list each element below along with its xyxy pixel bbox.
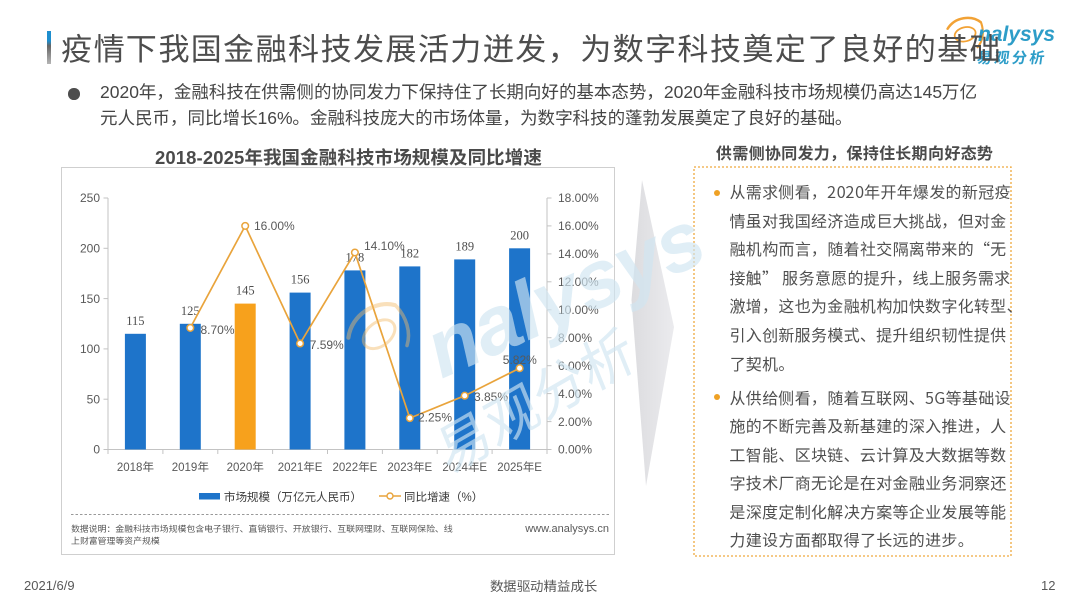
svg-text:同比增速（%）: 同比增速（%） [404,490,483,504]
svg-text:2021年E: 2021年E [278,461,323,474]
svg-text:10.00%: 10.00% [558,303,599,317]
svg-text:数据说明：金融科技市场规模包含电子银行、直销银行、开放银行、: 数据说明：金融科技市场规模包含电子银行、直销银行、开放银行、互联网理财、互联网保… [71,524,453,534]
svg-text:18.00%: 18.00% [558,191,599,205]
svg-text:2024年E: 2024年E [442,461,487,474]
svg-text:2023年E: 2023年E [387,461,432,474]
svg-text:145: 145 [236,284,255,298]
svg-text:250: 250 [80,191,100,205]
svg-text:182: 182 [400,246,419,260]
svg-text:50: 50 [87,392,101,406]
svg-text:16.00%: 16.00% [558,219,599,233]
svg-text:125: 125 [181,304,200,318]
svg-text:2.00%: 2.00% [558,415,592,429]
svg-text:200: 200 [510,228,529,242]
svg-text:0.00%: 0.00% [558,443,592,457]
svg-text:115: 115 [126,314,144,328]
svg-text:市场规模（万亿元人民币）: 市场规模（万亿元人民币） [224,491,362,504]
svg-text:14.00%: 14.00% [558,247,599,261]
svg-text:150: 150 [80,292,100,306]
svg-text:8.00%: 8.00% [558,331,592,345]
svg-text:2019年: 2019年 [172,461,210,474]
svg-text:8.70%: 8.70% [201,323,235,337]
svg-text:14.10%: 14.10% [364,239,405,253]
svg-text:200: 200 [80,242,100,256]
svg-text:0: 0 [93,443,100,457]
svg-text:5.82%: 5.82% [503,353,537,367]
svg-text:2025年E: 2025年E [497,461,542,474]
svg-text:12.00%: 12.00% [558,275,599,289]
svg-text:www.analysys.cn: www.analysys.cn [524,523,609,535]
svg-text:6.00%: 6.00% [558,359,592,373]
svg-text:4.00%: 4.00% [558,387,592,401]
svg-text:2020年: 2020年 [227,461,265,474]
svg-text:2022年E: 2022年E [333,461,378,474]
svg-text:2.25%: 2.25% [418,411,452,425]
svg-text:100: 100 [80,342,100,356]
svg-text:16.00%: 16.00% [254,219,295,233]
svg-text:156: 156 [291,273,310,287]
svg-text:上财富管理等资产规模: 上财富管理等资产规模 [71,536,160,546]
svg-text:2018年: 2018年 [117,461,155,474]
svg-text:189: 189 [455,239,474,253]
svg-text:7.59%: 7.59% [310,338,344,352]
svg-text:3.85%: 3.85% [474,390,508,404]
